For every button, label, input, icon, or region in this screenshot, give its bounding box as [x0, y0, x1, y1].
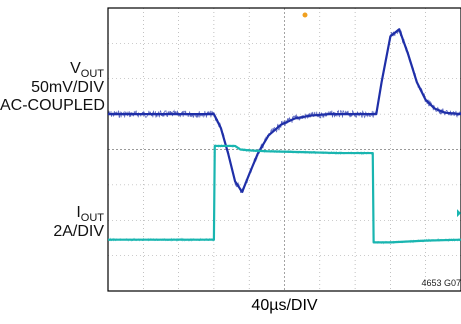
iout-scale: 2A/DIV — [53, 223, 104, 240]
iout-name: IOUT — [76, 204, 104, 224]
iout-ground-marker — [457, 209, 461, 218]
series-line-vout — [108, 28, 461, 194]
series-line-iout — [108, 144, 461, 244]
timebase-label: 40µs/DIV — [251, 297, 318, 314]
vout-scale: 50mV/DIV — [31, 79, 104, 96]
traces — [107, 28, 461, 245]
plot-frame — [107, 7, 461, 292]
vout-channel-label: VOUT 50mV/DIV AC-COUPLED — [0, 60, 105, 115]
grid — [108, 8, 461, 291]
trigger-marker — [302, 12, 308, 18]
figure-id: 4653 G07 — [421, 278, 461, 288]
vout-coupling: AC-COUPLED — [0, 97, 105, 114]
vout-name: VOUT — [70, 60, 104, 80]
iout-channel-label: IOUT 2A/DIV — [0, 204, 104, 241]
